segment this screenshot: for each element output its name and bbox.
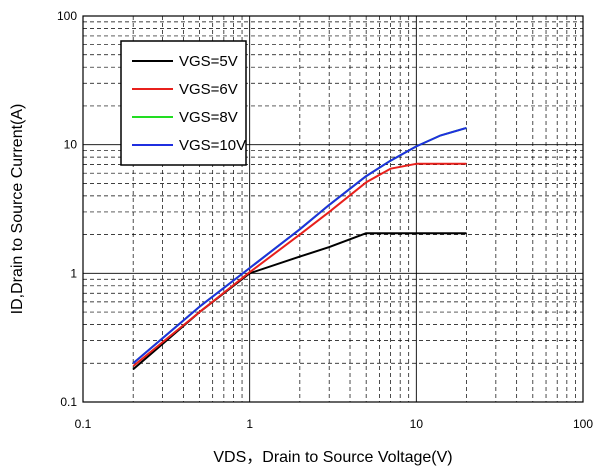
legend: VGS=5V VGS=6V VGS=8V VGS=10V [120, 40, 247, 166]
legend-label: VGS=8V [179, 109, 238, 126]
series-line-vgs-10v [132, 126, 467, 365]
legend-label: VGS=10V [179, 137, 246, 154]
y-tick-label: 1 [70, 266, 77, 280]
x-tick-label: 10 [410, 417, 424, 431]
x-tick-label: 1 [246, 417, 253, 431]
series-layer [132, 126, 467, 370]
y-axis-title: ID,Drain to Source Current(A) [9, 104, 26, 315]
x-tick-label: 100 [573, 417, 593, 431]
x-tick-label: 0.1 [75, 417, 92, 431]
series-line-vgs-6v [132, 162, 467, 367]
y-tick-label: 10 [64, 138, 78, 152]
tick-layer: 0.1 1 10 100 0.1 1 10 100 [57, 9, 593, 431]
y-tick-label: 0.1 [60, 395, 77, 409]
x-axis-title: VDS，Drain to Source Voltage(V) [213, 449, 452, 466]
legend-label: VGS=5V [179, 53, 238, 70]
y-tick-label: 100 [57, 9, 77, 23]
plot-frame [82, 15, 584, 403]
legend-label: VGS=6V [179, 81, 238, 98]
